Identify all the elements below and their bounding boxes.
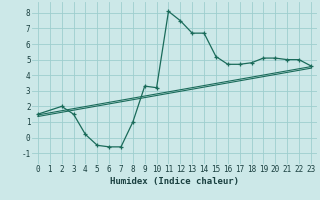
X-axis label: Humidex (Indice chaleur): Humidex (Indice chaleur) xyxy=(110,177,239,186)
